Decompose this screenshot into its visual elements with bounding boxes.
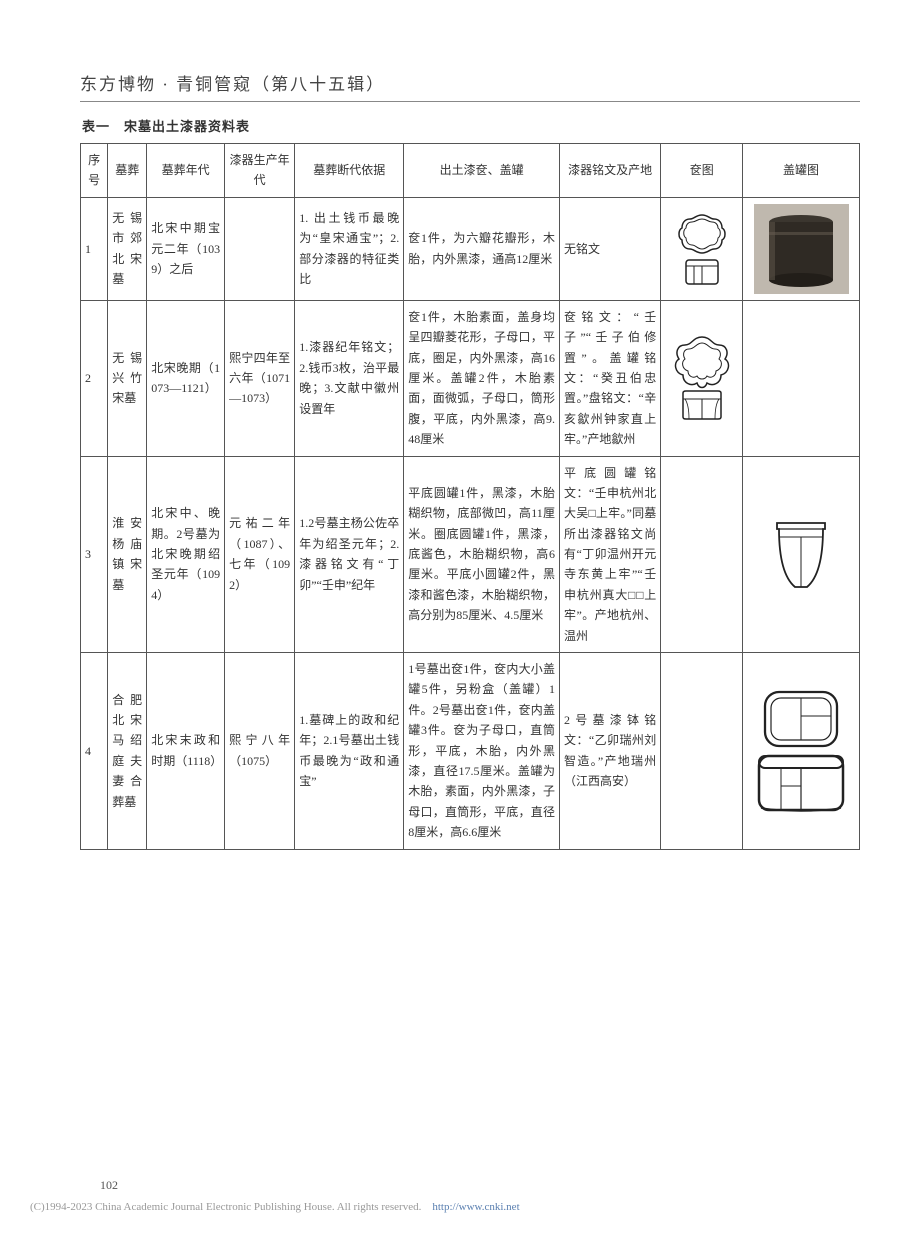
cell-items: 平底圆罐1件，黑漆，木胎糊织物，底部微凹，高11厘米。圈底圆罐1件，黑漆，底酱色…: [404, 456, 560, 653]
cell-fig1: [661, 300, 743, 456]
cell-basis: 1.2号墓主杨公佐卒年为绍圣元年；2.漆器铭文有“丁卯”“壬申”纪年: [295, 456, 404, 653]
col-fig2: 盖罐图: [743, 144, 860, 198]
col-insc: 漆器铭文及产地: [560, 144, 661, 198]
cell-idx: 2: [81, 300, 108, 456]
cell-idx: 4: [81, 653, 108, 850]
cell-insc: 2号墓漆钵铭文：“乙卯瑞州刘智造。”产地瑞州（江西高安）: [560, 653, 661, 850]
cell-fig1: [661, 653, 743, 850]
cell-date: 北宋中期宝元二年（1039）之后: [147, 197, 225, 300]
cell-fig2: [743, 456, 860, 653]
table-row: 2 无锡兴竹宋墓 北宋晚期（1073—1121） 熙宁四年至六年（1071—10…: [81, 300, 860, 456]
cup-jar-icon: [767, 515, 835, 593]
col-prod: 漆器生产年代: [225, 144, 295, 198]
cell-insc: 无铭文: [560, 197, 661, 300]
cell-date: 北宋晚期（1073—1121）: [147, 300, 225, 456]
cell-prod: 元祐二年（1087）、七年（1092）: [225, 456, 295, 653]
cell-prod: 熙宁四年至六年（1071—1073）: [225, 300, 295, 456]
running-head: 东方博物 · 青铜管窥（第八十五辑）: [80, 70, 860, 95]
cell-tomb: 无锡市郊北宋墓: [108, 197, 147, 300]
cell-prod: 熙宁八年（1075）: [225, 653, 295, 850]
cell-fig2: [743, 197, 860, 300]
cell-idx: 3: [81, 456, 108, 653]
footer-link[interactable]: http://www.cnki.net: [432, 1201, 519, 1213]
cell-basis: 1.漆器纪年铭文；2.钱币3枚，治平最晚；3.文献中徽州设置年: [295, 300, 404, 456]
page: 东方博物 · 青铜管窥（第八十五辑） 表一 宋墓出土漆器资料表 序号 墓葬 墓葬…: [0, 0, 920, 1249]
col-basis: 墓葬断代依据: [295, 144, 404, 198]
cell-date: 北宋末政和时期（1118）: [147, 653, 225, 850]
col-items: 出土漆奁、盖罐: [404, 144, 560, 198]
cell-prod: [225, 197, 295, 300]
table-header-row: 序号 墓葬 墓葬年代 漆器生产年代 墓葬断代依据 出土漆奁、盖罐 漆器铭文及产地…: [81, 144, 860, 198]
cell-items: 奁1件，为六瓣花瓣形，木胎，内外黑漆，通高12厘米: [404, 197, 560, 300]
cell-date: 北宋中、晚期。2号墓为北宋晚期绍圣元年（1094）: [147, 456, 225, 653]
rounded-box-set-icon: [751, 686, 851, 816]
cell-fig2: [743, 300, 860, 456]
cell-insc: 平底圆罐铭文：“壬申杭州北大吴□上牢。”同墓所出漆器铭文尚有“丁卯温州开元寺东黄…: [560, 456, 661, 653]
lobed-box-icon: [672, 210, 732, 288]
page-number: 102: [100, 1178, 118, 1193]
footer: (C)1994-2023 China Academic Journal Elec…: [30, 1201, 890, 1213]
cell-items: 1号墓出奁1件，奁内大小盖罐5件，另粉盒（盖罐）1件。2号墓出奁1件，奁内盖罐3…: [404, 653, 560, 850]
table-row: 1 无锡市郊北宋墓 北宋中期宝元二年（1039）之后 1. 出土钱币最晚为“皇宋…: [81, 197, 860, 300]
col-fig1: 奁图: [661, 144, 743, 198]
cell-tomb: 合肥北宋马绍庭夫妻合葬墓: [108, 653, 147, 850]
cell-tomb: 淮安杨庙镇宋墓: [108, 456, 147, 653]
jar-photo-icon: [754, 204, 849, 294]
cell-tomb: 无锡兴竹宋墓: [108, 300, 147, 456]
petal-box-icon: [671, 333, 733, 423]
col-date: 墓葬年代: [147, 144, 225, 198]
header-rule: [80, 101, 860, 102]
cell-fig1: [661, 456, 743, 653]
cell-items: 奁1件，木胎素面，盖身均呈四瓣菱花形，子母口，平底，圈足，内外黑漆，高16厘米。…: [404, 300, 560, 456]
cell-insc: 奁铭文：“壬子”“壬子伯修置”。盖罐铭文：“癸丑伯忠置。”盘铭文：“辛亥歙州钟家…: [560, 300, 661, 456]
cell-fig2: [743, 653, 860, 850]
table-row: 3 淮安杨庙镇宋墓 北宋中、晚期。2号墓为北宋晚期绍圣元年（1094） 元祐二年…: [81, 456, 860, 653]
col-idx: 序号: [81, 144, 108, 198]
cell-fig1: [661, 197, 743, 300]
col-tomb: 墓葬: [108, 144, 147, 198]
cell-basis: 1. 出土钱币最晚为“皇宋通宝”；2.部分漆器的特征类比: [295, 197, 404, 300]
lacquerware-table: 序号 墓葬 墓葬年代 漆器生产年代 墓葬断代依据 出土漆奁、盖罐 漆器铭文及产地…: [80, 143, 860, 850]
cell-idx: 1: [81, 197, 108, 300]
table-caption: 表一 宋墓出土漆器资料表: [82, 116, 860, 135]
table-row: 4 合肥北宋马绍庭夫妻合葬墓 北宋末政和时期（1118） 熙宁八年（1075） …: [81, 653, 860, 850]
footer-text: (C)1994-2023 China Academic Journal Elec…: [30, 1201, 421, 1213]
cell-basis: 1.墓碑上的政和纪年；2.1号墓出土钱币最晚为“政和通宝”: [295, 653, 404, 850]
